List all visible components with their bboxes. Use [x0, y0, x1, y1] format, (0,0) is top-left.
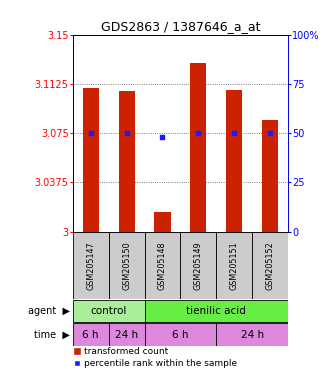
FancyBboxPatch shape	[73, 323, 109, 346]
Text: tienilic acid: tienilic acid	[186, 306, 246, 316]
Text: 6 h: 6 h	[172, 329, 189, 339]
FancyBboxPatch shape	[73, 232, 109, 300]
Text: 6 h: 6 h	[82, 329, 99, 339]
Title: GDS2863 / 1387646_a_at: GDS2863 / 1387646_a_at	[101, 20, 260, 33]
Text: 24 h: 24 h	[241, 329, 264, 339]
Bar	[118, 91, 135, 232]
Text: GSM205149: GSM205149	[194, 241, 203, 290]
FancyBboxPatch shape	[109, 323, 145, 346]
Point	[196, 130, 201, 136]
FancyBboxPatch shape	[145, 323, 216, 346]
Text: GSM205152: GSM205152	[265, 241, 274, 290]
Text: time  ▶: time ▶	[34, 329, 70, 339]
Text: GSM205147: GSM205147	[86, 241, 95, 290]
Bar	[190, 63, 207, 232]
FancyBboxPatch shape	[252, 232, 288, 300]
Text: GSM205151: GSM205151	[230, 241, 239, 290]
Point	[124, 130, 129, 136]
FancyBboxPatch shape	[216, 232, 252, 300]
Text: GSM205148: GSM205148	[158, 241, 167, 290]
Text: control: control	[90, 306, 127, 316]
Bar	[83, 88, 99, 232]
Point	[160, 134, 165, 140]
FancyBboxPatch shape	[216, 323, 288, 346]
FancyBboxPatch shape	[180, 232, 216, 300]
FancyBboxPatch shape	[73, 300, 145, 323]
FancyBboxPatch shape	[145, 300, 288, 323]
FancyBboxPatch shape	[109, 232, 145, 300]
FancyBboxPatch shape	[145, 232, 180, 300]
Point	[88, 130, 93, 136]
Bar	[154, 212, 170, 232]
Bar	[262, 120, 278, 232]
Point	[231, 130, 237, 136]
Bar	[226, 90, 242, 232]
Text: agent  ▶: agent ▶	[27, 306, 70, 316]
Text: GSM205150: GSM205150	[122, 241, 131, 290]
Text: 24 h: 24 h	[115, 329, 138, 339]
Point	[267, 130, 273, 136]
Legend: transformed count, percentile rank within the sample: transformed count, percentile rank withi…	[73, 348, 237, 368]
